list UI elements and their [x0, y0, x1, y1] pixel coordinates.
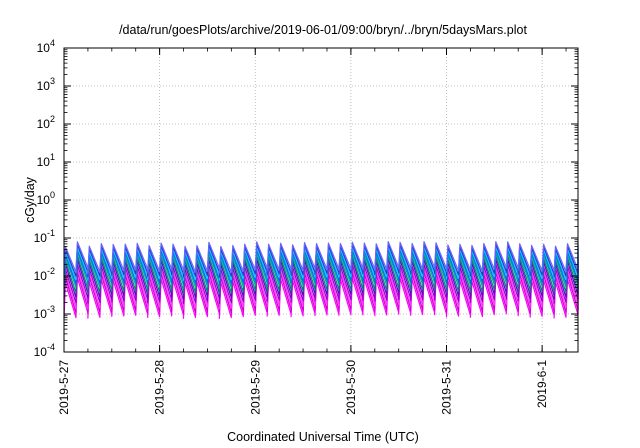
y-tick-label: 100	[37, 190, 55, 207]
y-axis: 10-4 10-3 10-2 10-1 100 101 102 103 104	[34, 38, 578, 359]
x-tick-label: 2019-5-31	[440, 360, 454, 415]
x-tick-label: 2019-5-27	[57, 360, 71, 415]
y-tick-label: 10-4	[34, 342, 55, 359]
y-tick-label: 10-1	[34, 228, 55, 245]
plot-frame	[63, 47, 579, 353]
x-tick-label: 2019-5-29	[248, 360, 262, 415]
y-tick-label: 104	[37, 38, 55, 55]
x-tick-label: 2019-5-30	[344, 360, 358, 415]
chart-title: /data/run/goesPlots/archive/2019-06-01/0…	[119, 23, 527, 37]
x-tick-label: 2019-6-1	[535, 360, 549, 408]
y-tick-label: 102	[37, 114, 55, 131]
grid	[64, 48, 578, 352]
y-tick-label: 10-2	[34, 266, 55, 283]
series-line	[63, 241, 579, 274]
x-axis-title: Coordinated Universal Time (UTC)	[227, 430, 419, 444]
y-tick-label: 10-3	[34, 304, 55, 321]
x-tick-label: 2019-5-28	[153, 360, 167, 415]
y-tick-label: 103	[37, 76, 55, 93]
series-layer	[63, 241, 579, 319]
y-tick-label: 101	[37, 152, 55, 169]
y-axis-title: cGy/day	[23, 176, 37, 223]
x-axis: 2019-5-27 2019-5-28 2019-5-29 2019-5-30 2019…	[57, 48, 567, 415]
